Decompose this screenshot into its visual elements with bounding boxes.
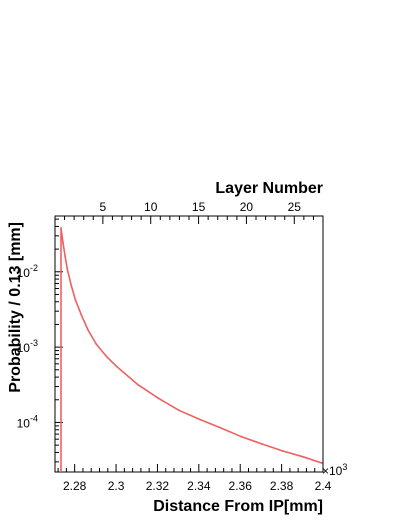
series-point <box>198 418 201 421</box>
x-multiplier-base: ×10 <box>322 464 343 478</box>
y-tick-base: 10 <box>17 416 31 430</box>
series-point <box>281 449 284 452</box>
plot-frame <box>54 215 324 473</box>
y-tick-exp: -4 <box>30 413 38 423</box>
y-tick-exp: -3 <box>30 338 38 348</box>
y-tick-exp: -2 <box>30 263 38 273</box>
x-tick-label: 2.38 <box>270 479 294 493</box>
series-point <box>87 328 89 331</box>
series-point <box>157 397 160 400</box>
x-multiplier: ×103 <box>322 462 347 478</box>
top-tick-label: 15 <box>192 200 206 214</box>
top-tick-label: 20 <box>240 200 254 214</box>
x-tick-labels: 2.28 2.3 2.32 2.34 2.36 2.38 2.4 <box>63 479 332 493</box>
series-point <box>66 267 69 270</box>
series-point <box>260 442 263 445</box>
x-tick-label: 2.28 <box>63 479 87 493</box>
series-point <box>320 462 323 464</box>
x-tick-label: 2.34 <box>187 479 211 493</box>
series-point <box>115 365 118 368</box>
series-point <box>80 314 83 317</box>
top-tick-label: 10 <box>144 200 158 214</box>
y-tick-base: 10 <box>17 341 31 355</box>
top-tick-label: 5 <box>100 200 107 214</box>
series-point <box>62 242 64 245</box>
x-tick-label: 2.36 <box>229 479 253 493</box>
series-point <box>95 343 98 345</box>
series-point <box>219 426 222 429</box>
y-tick-label: 10-3 <box>17 338 38 355</box>
top-tick-label: 25 <box>288 200 302 214</box>
series-point <box>74 299 77 302</box>
top-tick-labels: 5 10 15 20 25 <box>100 200 302 214</box>
series-point <box>105 355 108 358</box>
axis-ticks <box>55 216 324 472</box>
x-tick-label: 2.3 <box>108 479 125 493</box>
series-layer <box>60 227 323 472</box>
top-axis-title: Layer Number <box>215 180 323 197</box>
y-tick-labels: 10-210-310-4 <box>17 263 38 431</box>
series-line-0 <box>60 227 323 472</box>
series-point <box>136 383 139 386</box>
series-point <box>70 284 73 287</box>
y-tick-label: 10-2 <box>17 263 38 280</box>
series-point <box>60 227 62 229</box>
x-tick-label: 2.32 <box>146 479 170 493</box>
series-point <box>178 409 180 412</box>
series-point <box>240 435 242 438</box>
series-point <box>302 455 305 458</box>
series-point <box>64 255 67 258</box>
y-tick-label: 10-4 <box>17 413 38 430</box>
x-multiplier-exp: 3 <box>342 462 347 472</box>
x-tick-label: 2.4 <box>315 479 332 493</box>
x-axis-title: Distance From IP[mm] <box>153 498 323 515</box>
y-tick-base: 10 <box>17 266 31 280</box>
y-axis-title: Probability / 0.13 [mm] <box>7 222 24 393</box>
